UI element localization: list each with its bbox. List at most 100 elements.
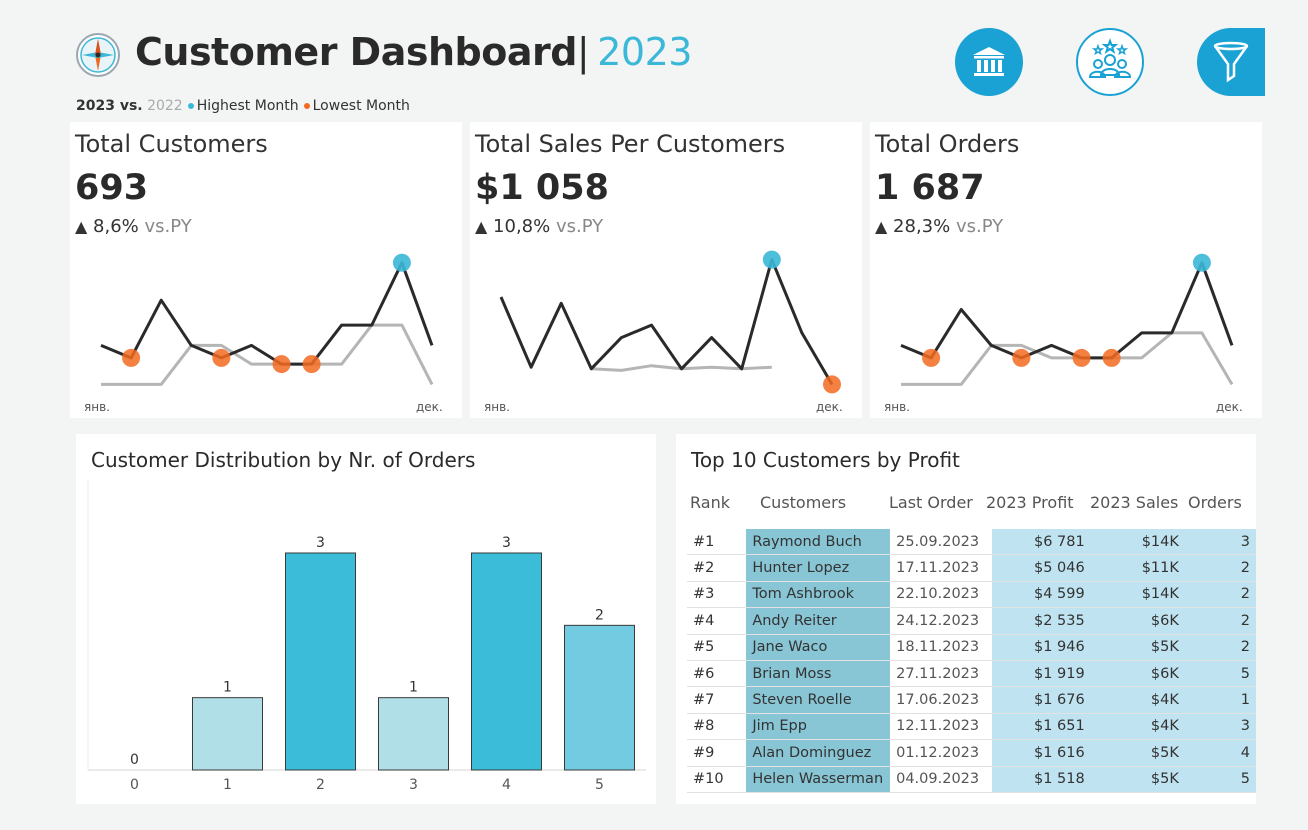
lowest-month-point bbox=[1072, 348, 1091, 367]
last-order-cell: 18.11.2023 bbox=[890, 634, 992, 661]
x-tick-label: 0 bbox=[130, 777, 139, 793]
orders-cell: 5 bbox=[1184, 766, 1256, 793]
last-order-cell: 22.10.2023 bbox=[890, 581, 992, 609]
rank-cell: #2 bbox=[687, 554, 747, 582]
title-text: Customer Dashboard bbox=[135, 30, 577, 74]
bank-nav-button[interactable] bbox=[955, 28, 1023, 96]
rank-cell: #7 bbox=[687, 686, 747, 714]
profit-cell: $1 518 bbox=[991, 766, 1091, 793]
customer-cell: Tom Ashbrook bbox=[746, 581, 891, 609]
sparkline-sales-per-customer bbox=[499, 250, 841, 394]
bar-value-label: 3 bbox=[316, 535, 325, 551]
header-rank: Rank bbox=[690, 493, 730, 512]
legend-highest: Highest Month bbox=[196, 98, 299, 114]
highest-month-point bbox=[1192, 253, 1211, 272]
customer-cell: Steven Roelle bbox=[746, 686, 891, 714]
customer-cell: Raymond Buch bbox=[746, 529, 891, 556]
month-start-label: янв. bbox=[84, 400, 110, 414]
previous-year-line bbox=[101, 323, 434, 386]
month-end-label: дек. bbox=[416, 400, 443, 414]
profit-cell: $1 946 bbox=[991, 634, 1091, 661]
lowest-month-point bbox=[922, 348, 941, 367]
sales-cell: $14K bbox=[1090, 581, 1185, 609]
kpi-change: ▲ 8,6% vs.PY bbox=[75, 216, 192, 237]
x-tick-label: 1 bbox=[223, 777, 232, 793]
table-row: #3 Tom Ashbrook 22.10.2023 $4 599 $14K 2 bbox=[687, 581, 1256, 609]
kpi-value: 693 bbox=[75, 168, 149, 208]
legend-lowest: Lowest Month bbox=[312, 98, 410, 114]
orders-cell: 2 bbox=[1184, 581, 1256, 609]
lowest-month-point bbox=[302, 355, 321, 374]
last-order-cell: 24.12.2023 bbox=[890, 607, 992, 635]
x-tick-label: 3 bbox=[409, 777, 418, 793]
sales-cell: $4K bbox=[1090, 686, 1185, 714]
rank-cell: #3 bbox=[687, 581, 747, 609]
last-order-cell: 12.11.2023 bbox=[890, 713, 992, 741]
rank-cell: #1 bbox=[687, 529, 747, 556]
legend-previous-year: 2022 bbox=[147, 98, 183, 114]
table-row: #10 Helen Wasserman 04.09.2023 $1 518 $5K 5 bbox=[687, 766, 1256, 793]
kpi-title: Total Sales Per Customers bbox=[475, 130, 786, 158]
lowest-month-point bbox=[122, 348, 141, 367]
orders-cell: 3 bbox=[1184, 529, 1256, 556]
top-customers-title: Top 10 Customers by Profit bbox=[691, 448, 960, 472]
current-year-line bbox=[100, 261, 434, 366]
kpi-card-total-orders: Total Orders 1 687 ▲ 28,3% vs.PY янв. де… bbox=[870, 122, 1262, 418]
profit-cell: $6 781 bbox=[991, 529, 1091, 556]
lowest-dot-icon bbox=[303, 102, 310, 109]
header-customers: Customers bbox=[760, 493, 847, 512]
profit-cell: $1 651 bbox=[991, 713, 1091, 741]
profit-cell: $1 616 bbox=[991, 739, 1091, 767]
profit-cell: $2 535 bbox=[991, 607, 1091, 635]
page-title: Customer Dashboard| 2023 bbox=[135, 30, 692, 74]
title-separator: | bbox=[576, 30, 590, 74]
orders-cell: 4 bbox=[1184, 739, 1256, 767]
kpi-card-total-customers: Total Customers 693 ▲ 8,6% vs.PY янв. де… bbox=[70, 122, 462, 418]
last-order-cell: 25.09.2023 bbox=[890, 529, 992, 556]
customer-cell: Brian Moss bbox=[746, 660, 891, 688]
month-start-label: янв. bbox=[884, 400, 910, 414]
orders-cell: 2 bbox=[1184, 634, 1256, 661]
sales-cell: $5K bbox=[1090, 739, 1185, 767]
current-year-line bbox=[900, 261, 1234, 360]
highest-month-point bbox=[762, 250, 781, 269]
sales-cell: $6K bbox=[1090, 660, 1185, 688]
bar bbox=[285, 552, 356, 771]
lowest-month-point bbox=[212, 348, 231, 367]
x-tick-label: 4 bbox=[502, 777, 511, 793]
kpi-value: $1 058 bbox=[475, 168, 609, 208]
kpi-title: Total Customers bbox=[75, 130, 268, 158]
customer-cell: Helen Wasserman bbox=[746, 766, 891, 793]
sparkline-total-customers bbox=[100, 253, 434, 386]
month-end-label: дек. bbox=[816, 400, 843, 414]
lowest-month-point bbox=[1102, 348, 1121, 367]
bar bbox=[564, 624, 635, 771]
header-profit: 2023 Profit bbox=[986, 493, 1074, 512]
rank-cell: #5 bbox=[687, 634, 747, 661]
kpi-change-value: 10,8% bbox=[493, 216, 551, 237]
distribution-panel: Customer Distribution by Nr. of Orders 0… bbox=[76, 434, 656, 804]
profit-cell: $1 919 bbox=[991, 660, 1091, 688]
table-row: #7 Steven Roelle 17.06.2023 $1 676 $4K 1 bbox=[687, 686, 1256, 714]
sales-cell: $5K bbox=[1090, 766, 1185, 793]
customer-cell: Andy Reiter bbox=[746, 607, 891, 635]
bar bbox=[471, 552, 542, 771]
bar bbox=[378, 697, 449, 771]
customers-nav-button[interactable] bbox=[1076, 28, 1144, 96]
profit-cell: $5 046 bbox=[991, 554, 1091, 582]
filter-nav-button[interactable] bbox=[1197, 28, 1265, 96]
lowest-month-point bbox=[272, 355, 291, 374]
customer-cell: Hunter Lopez bbox=[746, 554, 891, 582]
kpi-change-value: 8,6% bbox=[93, 216, 139, 237]
distribution-title: Customer Distribution by Nr. of Orders bbox=[91, 448, 476, 472]
orders-cell: 2 bbox=[1184, 554, 1256, 582]
up-triangle-icon: ▲ bbox=[475, 217, 488, 236]
x-tick-label: 2 bbox=[316, 777, 325, 793]
legend-line: 2023 vs. 2022 Highest Month Lowest Month bbox=[76, 98, 410, 114]
last-order-cell: 01.12.2023 bbox=[890, 739, 992, 767]
profit-cell: $4 599 bbox=[991, 581, 1091, 609]
distribution-bar-chart: 0 0 1 1 3 2 1 3 3 4 2 5 bbox=[87, 480, 646, 793]
current-year-line bbox=[499, 258, 834, 386]
highest-month-point bbox=[392, 253, 411, 272]
sales-cell: $4K bbox=[1090, 713, 1185, 741]
